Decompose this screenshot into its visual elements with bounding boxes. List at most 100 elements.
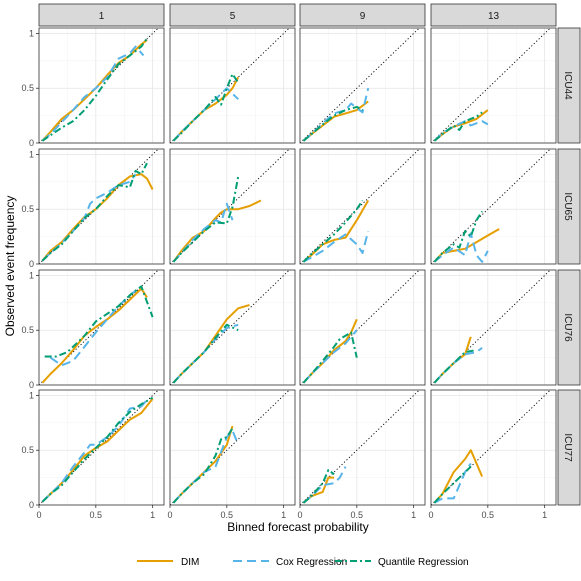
panel-ICU77-1: 0 0.5 1 0 0.5 1 <box>21 389 165 520</box>
y-axis-label: Observed event frequency <box>3 196 17 337</box>
col-strip-label: 5 <box>230 11 236 22</box>
panel-background <box>431 390 556 505</box>
series-line-quantile-regression <box>433 465 472 504</box>
series-line-cox-regression <box>433 232 489 263</box>
series-line-cox-regression <box>41 399 148 503</box>
series-line-quantile-regression <box>41 36 149 142</box>
panel-border <box>430 269 557 386</box>
identity-reference-line <box>170 149 290 264</box>
identity-reference-line <box>431 149 551 264</box>
panel-border <box>38 269 165 386</box>
row-strip-label: ICU76 <box>562 313 573 342</box>
y-tick-label: 1 <box>29 28 34 38</box>
y-tick-label: 1 <box>29 270 34 280</box>
identity-reference-line <box>39 28 159 143</box>
series-line-cox-regression <box>41 45 145 142</box>
legend-label: Quantile Regression <box>378 557 469 568</box>
legend-item-dim: DIM <box>137 557 199 568</box>
facet-grid: 1 5 9 13ICU44ICU65ICU76ICU7700.5100.5100.51… <box>21 3 581 520</box>
x-tick-label: 1 <box>150 510 155 520</box>
series-line-quantile-regression <box>172 176 240 263</box>
panel-ICU65-1: 00.51 <box>21 148 165 269</box>
legend-item-cox-regression: Cox Regression <box>233 557 347 568</box>
col-strip-1 <box>38 3 165 27</box>
y-tick-label: 0 <box>29 138 34 148</box>
col-strip-label: 9 <box>360 11 366 22</box>
series-line-cox-regression <box>172 202 234 263</box>
panel-ICU65-9 <box>299 148 426 265</box>
panel-background <box>300 390 425 505</box>
series-line-quantile-regression <box>44 285 154 358</box>
x-tick-label: 0.5 <box>90 510 103 520</box>
panel-background <box>431 28 556 143</box>
y-tick-label: 1 <box>29 390 34 400</box>
series-line-quantile-regression <box>433 349 477 384</box>
col-strip-label: 13 <box>488 11 500 22</box>
x-tick-label: 0 <box>36 510 41 520</box>
x-tick-label: 0 <box>297 510 302 520</box>
panel-border <box>38 389 165 506</box>
panel-ICU44-9 <box>299 27 426 144</box>
series-line-quantile-regression <box>302 199 364 263</box>
col-strip-13 <box>430 3 557 27</box>
row-strip-ICU76 <box>557 269 581 386</box>
series-line-quantile-regression <box>172 73 240 142</box>
series-line-cox-regression <box>433 462 472 504</box>
panel-border <box>299 269 426 386</box>
col-strip-label: 1 <box>99 11 105 22</box>
y-tick-label: 0.5 <box>21 204 34 214</box>
row-strip-label: ICU77 <box>562 433 573 462</box>
panel-ICU77-9: 0 0.5 1 <box>297 389 426 520</box>
series-line-cox-regression <box>172 87 239 142</box>
panel-ICU77-13: 0 0.5 1 <box>428 389 557 520</box>
legend: DIM Cox Regression Quantile Regression <box>137 557 469 568</box>
y-tick-label: 0 <box>29 259 34 269</box>
panel-border <box>38 148 165 265</box>
series-line-dim <box>41 173 154 262</box>
legend-label: DIM <box>181 557 199 568</box>
series-line-quantile-regression <box>41 396 154 503</box>
x-axis-label: Binned forecast probability <box>227 520 368 534</box>
y-tick-label: 0.5 <box>21 83 34 93</box>
series-line-quantile-regression <box>172 427 234 504</box>
x-tick-label: 0.5 <box>482 510 495 520</box>
panel-border <box>38 27 165 144</box>
series-line-quantile-regression <box>302 105 363 142</box>
row-strip-ICU44 <box>557 27 581 144</box>
series-line-cox-regression <box>302 329 358 384</box>
panel-ICU76-13 <box>430 269 557 386</box>
x-tick-label: 0.5 <box>351 510 364 520</box>
y-tick-label: 0.5 <box>21 325 34 335</box>
panel-border <box>169 269 296 386</box>
col-strip-5 <box>169 3 296 27</box>
panel-border <box>299 389 426 506</box>
y-tick-label: 0.5 <box>21 445 34 455</box>
panel-ICU44-1: 00.51 <box>21 27 165 148</box>
panel-ICU65-5 <box>169 148 296 265</box>
panel-ICU76-1: 00.51 <box>21 269 165 390</box>
x-tick-label: 1 <box>281 510 286 520</box>
panel-border <box>299 27 426 144</box>
panel-background <box>39 28 164 143</box>
panel-border <box>299 148 426 265</box>
identity-reference-line <box>300 149 420 264</box>
series-line-quantile-regression <box>172 323 239 384</box>
panel-border <box>169 389 296 506</box>
series-line-dim <box>172 199 262 263</box>
panel-ICU44-5 <box>169 27 296 144</box>
y-tick-label: 1 <box>29 149 34 159</box>
panel-ICU76-9 <box>299 269 426 386</box>
x-tick-label: 1 <box>411 510 416 520</box>
panel-background <box>170 149 295 264</box>
series-line-cox-regression <box>49 285 142 367</box>
panel-border <box>430 389 557 506</box>
y-tick-label: 0 <box>29 500 34 510</box>
row-strip-ICU65 <box>557 148 581 265</box>
row-strip-label: ICU44 <box>562 71 573 100</box>
identity-reference-line <box>300 390 420 505</box>
panel-ICU76-5 <box>169 269 296 386</box>
panel-border <box>169 148 296 265</box>
series-line-cox-regression <box>433 120 489 142</box>
panel-border <box>430 27 557 144</box>
